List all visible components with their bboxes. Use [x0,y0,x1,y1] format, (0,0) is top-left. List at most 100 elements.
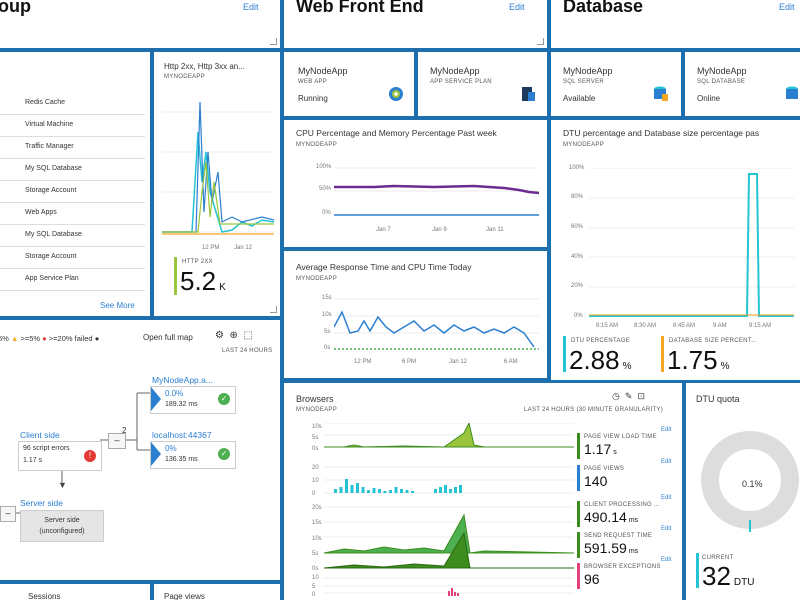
resource-list-item[interactable]: App Service Plan [0,269,145,291]
resource-list-item[interactable]: Storage Account [0,247,145,269]
db-size-unit: % [720,361,730,372]
node1-card[interactable]: 0.0% 189.32 ms ✓ [150,386,236,414]
dtu-chart-tile: DTU percentage and Database size percent… [551,120,800,380]
node2-pct: 0% [165,444,177,453]
node1-time: 189.32 ms [165,401,198,408]
browser-metric-number: 591.59 [584,540,627,556]
server-collapse-button[interactable]: – [0,506,16,522]
database-edit-link[interactable]: Edit [779,2,795,12]
page-views-bar [383,491,387,493]
http-value: 5.2 [180,266,217,296]
browser-metric-edit-link[interactable]: Edit [661,427,672,433]
page-views-bar [449,489,452,493]
node1-name[interactable]: MyNodeApp.a... [152,375,213,385]
sql-db-name: MyNodeApp [697,66,747,76]
dtu-metric1-value: 2.88% [569,345,632,376]
web-app-status: Running [298,94,328,103]
page-views-bar [405,490,409,493]
resize-handle[interactable] [270,38,277,45]
dtu-value: 2.88 [569,345,620,375]
cpu-x-tick: Jan 11 [486,227,504,233]
resource-group-edit-link[interactable]: Edit [243,2,259,12]
resize-handle[interactable] [537,38,544,45]
metric-color-bar [661,336,664,372]
browser-metric-value: 490.14 ms [584,509,638,525]
browser-metric-value: 591.59 ms [584,540,638,556]
resource-name: Redis Cache [25,99,66,106]
app-service-plan-tile[interactable]: MyNodeApp APP SERVICE PLAN [418,52,547,116]
dtu-y-tick: 20% [571,283,584,289]
resource-name: App Service Plan [25,275,79,282]
dtu-metric2-label: DATABASE SIZE PERCENT... [669,338,757,344]
resource-list-item[interactable]: Storage Account [0,181,145,203]
web-app-tile[interactable]: MyNodeApp WEB APP Running [284,52,414,116]
globe-icon[interactable]: ⊕ [229,330,238,341]
sessions-title: Sessions [28,592,61,600]
browsers-y-tick: 10 [312,575,319,581]
hierarchy-icon[interactable]: ⚙ [215,330,224,341]
resp-x-tick: Jan 12 [449,359,468,365]
resource-list-item[interactable]: Traffic Manager [0,137,145,159]
resource-list-item[interactable]: My SQL Database [0,159,145,181]
http-x-tick: Jan 12 [234,245,253,251]
http-metric-label: HTTP 2XX [182,259,213,265]
metric-color-bar [577,563,580,589]
browser-metric-edit-link[interactable]: Edit [661,526,672,532]
browser-metric-number: 490.14 [584,509,627,525]
see-more-link[interactable]: See More [100,301,135,310]
sql-database-icon [786,86,798,99]
fit-to-screen-icon[interactable]: ⬚ [243,330,253,341]
plan-name: MyNodeApp [430,66,480,76]
page-views-bar [361,487,365,493]
browser-metric-edit-link[interactable]: Edit [661,495,672,501]
browsers-y-tick: 20 [312,465,319,471]
success-check-icon: ✓ [218,448,230,460]
clock-icon[interactable]: ◷ [612,391,620,401]
metric-color-bar [563,336,566,372]
page-views-bar [459,485,462,493]
resource-name: Web Apps [25,209,57,216]
cpu-chart-title: CPU Percentage and Memory Percentage Pas… [296,128,497,138]
web-front-end-edit-link[interactable]: Edit [509,2,525,12]
resize-handle[interactable] [270,306,277,313]
map-legend: 5% ▲ >=5% ● >=20% failed ● [0,334,99,343]
resource-list-item[interactable]: Virtual Machine [0,115,145,137]
server-side-label[interactable]: Server side [20,498,63,508]
resource-name: Storage Account [25,187,77,194]
resp-y-tick: 5s [324,329,331,335]
edge-collapse-button[interactable]: – [108,433,126,449]
client-side-card[interactable]: 96 script errors 1.17 s ! [18,441,102,471]
node2-card[interactable]: 0% 136.35 ms ✓ [150,441,236,469]
resource-list-item[interactable]: Redis Cache [0,93,145,115]
dtu-unit: % [622,361,632,372]
resp-y-tick: 10s [322,312,332,318]
browser-metric-label: PAGE VIEW LOAD TIME [584,434,657,440]
success-check-icon: ✓ [218,393,230,405]
dtu-y-tick: 0% [574,313,583,319]
open-full-map-link[interactable]: Open full map [143,333,193,342]
sql-db-status: Online [697,94,721,103]
pin-icon[interactable]: ⊡ [637,391,645,401]
browser-metric-edit-link[interactable]: Edit [661,557,672,563]
response-chart [334,298,539,350]
sql-server-tile[interactable]: MyNodeApp SQL SERVER Available [551,52,681,116]
browser-metric-label: BROWSER EXCEPTIONS [584,564,661,570]
node2-time: 136.35 ms [165,456,198,463]
resource-list-item[interactable]: Web Apps [0,203,145,225]
exceptions-bar [448,591,450,596]
sql-database-tile[interactable]: MyNodeApp SQL DATABASE Online [685,52,800,116]
application-map-tile: 5% ▲ >=5% ● >=20% failed ● Open full map… [0,320,280,580]
browser-metric-edit-link[interactable]: Edit [661,459,672,465]
node2-name[interactable]: localhost:44367 [152,430,212,440]
browser-metric-unit: s [613,449,617,456]
resource-list-item[interactable]: My SQL Database [0,225,145,247]
edit-chart-icon[interactable]: ✎ [624,391,633,401]
web-app-name: MyNodeApp [298,66,348,76]
page-views-title: Page views [164,592,205,600]
sql-server-name: MyNodeApp [563,66,613,76]
browser-metric-value: 140 [584,473,609,489]
server-side-card[interactable]: Server side (unconfigured) [20,510,104,542]
client-side-label[interactable]: Client side [20,430,60,440]
dtu-x-tick: 8:45 AM [673,323,696,329]
page-views-bar [454,487,457,493]
